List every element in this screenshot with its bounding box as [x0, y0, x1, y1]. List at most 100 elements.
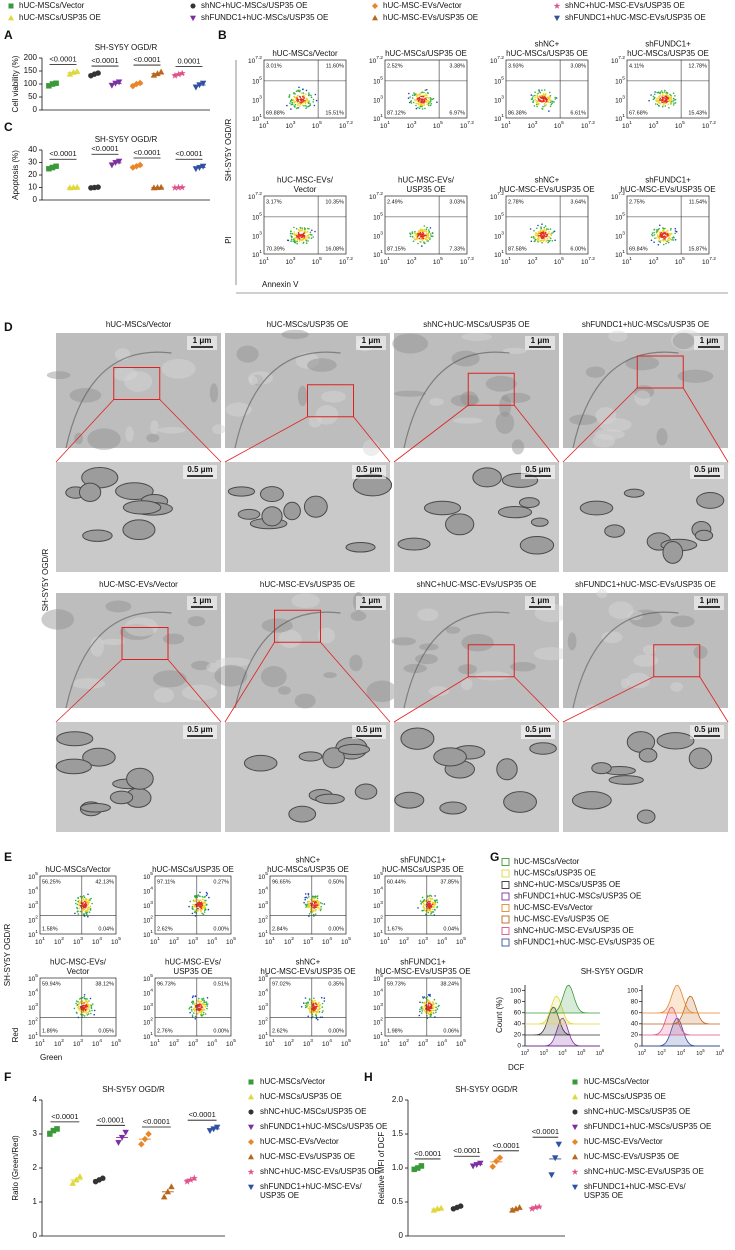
event-dot	[308, 912, 311, 915]
event-dot	[429, 1003, 432, 1005]
plot-title: hUC-MSCs/USP35 OE	[627, 49, 709, 58]
event-dot	[554, 239, 556, 242]
event-dot	[420, 233, 423, 236]
event-dot	[304, 997, 307, 999]
event-dot	[550, 103, 553, 106]
event-dot	[294, 237, 297, 239]
tick-base: 10	[259, 123, 267, 130]
event-dot	[536, 94, 539, 96]
tick-label: 103	[73, 936, 83, 945]
event-dot	[419, 900, 422, 902]
tick-label: 101	[501, 120, 511, 129]
event-dot	[423, 996, 426, 998]
event-dot	[530, 236, 533, 238]
legend-label: hUC-MSCs/Vector	[514, 857, 580, 866]
tick-exp: 3	[501, 95, 504, 101]
tick-base: 10	[460, 123, 468, 130]
event-dot	[533, 105, 536, 107]
em-texture	[278, 629, 302, 649]
event-dot	[89, 1004, 91, 1006]
legend-swatch	[501, 938, 510, 947]
event-dot	[302, 241, 305, 244]
event-dot	[85, 1012, 88, 1015]
event-dot	[653, 234, 656, 236]
event-dot	[293, 239, 296, 242]
tick-base: 10	[92, 1041, 100, 1048]
event-dot	[194, 995, 197, 997]
event-dot	[85, 1006, 87, 1008]
tick-label: 102	[258, 1017, 268, 1026]
event-dot	[300, 99, 303, 101]
event-dot	[665, 100, 668, 103]
event-dot	[653, 241, 655, 243]
mitochondrion	[397, 537, 431, 551]
event-dot	[426, 902, 429, 904]
event-dot	[303, 105, 305, 107]
event-dot	[306, 227, 309, 230]
tick-label: 101	[259, 256, 269, 265]
tick-base: 10	[494, 233, 502, 240]
event-dot	[658, 238, 660, 240]
em-texture	[105, 600, 132, 613]
legend-label: hUC-MSCs/Vector	[584, 1077, 650, 1086]
event-dot	[85, 912, 88, 915]
tick-exp: 1	[35, 1031, 38, 1037]
event-dot	[674, 227, 677, 230]
event-dot	[200, 1005, 202, 1007]
event-dot	[666, 97, 669, 100]
tick-label: 105	[258, 973, 268, 982]
em-texture	[391, 637, 416, 646]
legend-label: shNC+hUC-MSCs/USP35 OE	[260, 1107, 366, 1116]
p-value: <0.0001	[91, 56, 118, 65]
event-dot	[674, 239, 677, 241]
tick-label: 101	[35, 1038, 45, 1047]
data-point	[555, 1141, 563, 1148]
event-dot	[412, 94, 414, 97]
event-dot	[534, 238, 537, 241]
event-dot	[79, 1007, 82, 1009]
event-dot	[304, 102, 307, 105]
em-texture	[294, 693, 316, 709]
event-dot	[296, 99, 298, 102]
event-dot	[422, 996, 424, 998]
tick-exp: 2	[380, 915, 383, 921]
tick-exp: 1	[622, 249, 625, 255]
event-dot	[293, 92, 295, 94]
event-dot	[191, 906, 194, 908]
quadrant-percent: 6.00%	[570, 246, 586, 252]
event-dot	[299, 95, 301, 98]
legend-marker	[571, 1138, 579, 1146]
mitochondrion	[259, 486, 284, 503]
event-dot	[429, 908, 432, 911]
tick-base: 10	[615, 97, 623, 104]
event-dot	[79, 1005, 82, 1008]
tick-base: 10	[339, 123, 347, 130]
event-dot	[296, 242, 299, 245]
tick-base: 10	[339, 259, 347, 266]
zoom-guide	[513, 405, 560, 463]
plot-frame	[626, 59, 710, 119]
tick-exp: 5	[348, 936, 351, 942]
tick-label: 107.2	[369, 55, 383, 64]
y-axis-label: Ratio (Green/Red)	[11, 1135, 20, 1201]
scale-label: 0.5 μm	[356, 465, 381, 474]
event-dot	[87, 1013, 90, 1015]
tick-exp: 2	[150, 1017, 153, 1023]
tick-exp: 2	[644, 1048, 647, 1053]
tick-label: 107.2	[581, 120, 595, 129]
quadrant-percent: 0.06%	[443, 1028, 459, 1034]
event-dot	[541, 89, 543, 91]
event-dot	[290, 238, 293, 241]
tick-base: 10	[28, 976, 36, 983]
event-dot	[661, 98, 664, 101]
event-dot	[303, 901, 305, 904]
event-dot	[293, 105, 296, 107]
tick-base: 10	[265, 1041, 273, 1048]
tick-exp: 5	[259, 212, 262, 218]
scale-label: 0.5 μm	[694, 725, 719, 734]
legend-label: shNC+hUC-MSC-EVs/USP35 OE	[260, 1167, 380, 1176]
legend-label: hUC-MSC-EVs/Vector	[260, 1137, 339, 1146]
event-dot	[208, 896, 210, 899]
tick-base: 10	[456, 939, 464, 946]
tick-label: 103	[373, 1002, 383, 1011]
